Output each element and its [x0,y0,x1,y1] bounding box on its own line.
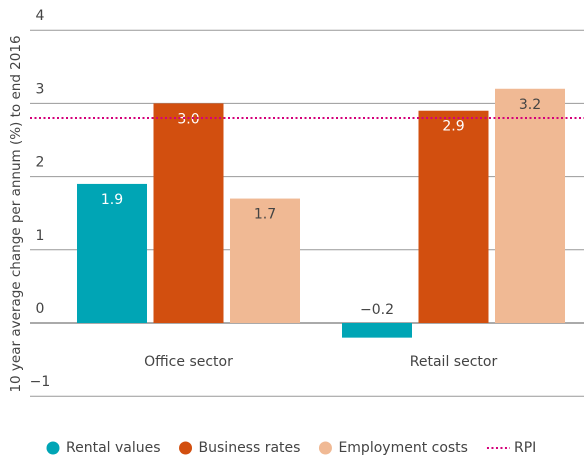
y-tick-label: 0 [36,301,45,317]
data-label: 2.9 [442,119,464,135]
bar [153,103,224,324]
legend-label: Business rates [199,440,301,456]
legend-swatch [318,441,332,455]
data-label: 1.7 [254,207,276,223]
y-tick-label: 4 [36,8,45,24]
bar [418,110,489,323]
data-label: −0.2 [360,302,394,318]
data-label: 3.2 [519,97,541,113]
bar [77,183,147,323]
legend-swatch [179,441,193,455]
x-tick-label: Retail sector [410,354,498,370]
y-tick-label: 2 [36,155,45,171]
y-tick-label: 3 [36,81,45,97]
data-label: 1.9 [101,192,123,208]
y-tick-label: 1 [36,228,45,244]
data-label: 3.0 [177,111,199,127]
y-axis-label: 10 year average change per annum (%) to … [8,35,24,392]
legend-label: Employment costs [338,440,468,456]
bar [342,323,412,338]
y-tick-label: −1 [30,374,51,390]
legend-label: Rental values [66,440,161,456]
x-tick-label: Office sector [144,354,233,370]
legend-swatch [46,441,60,455]
bar [230,198,300,323]
legend-label: RPI [514,440,536,456]
bar [495,88,565,323]
